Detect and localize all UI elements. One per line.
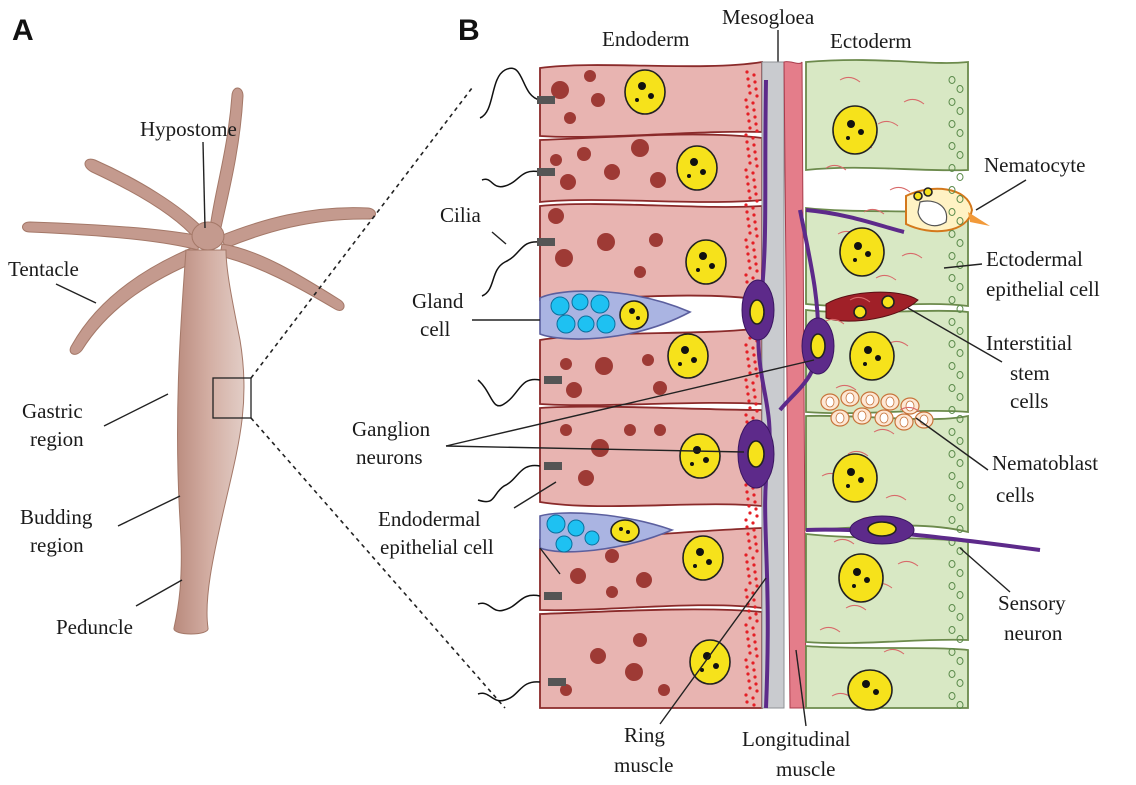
label-cilia: Cilia (440, 203, 482, 227)
label-peduncle: Peduncle (56, 615, 133, 639)
panel-b-label: B (458, 14, 480, 47)
ectoderm-nuclei (832, 105, 895, 711)
label-endo-epi-1: Endodermal (378, 507, 481, 531)
label-nematoblast-2: cells (996, 483, 1034, 507)
cilia (477, 67, 566, 702)
label-ganglion-1: Ganglion (352, 417, 431, 441)
label-budding-2: region (30, 533, 84, 557)
endoderm-nuclei (610, 69, 731, 685)
label-ring-1: Ring (624, 723, 665, 747)
gland-vesicles (546, 293, 616, 553)
label-sensory-2: neuron (1004, 621, 1063, 645)
interstitial-stem-cells (825, 291, 919, 322)
label-endoderm: Endoderm (602, 27, 689, 51)
label-mesogloea: Mesogloea (722, 5, 815, 29)
nematoblast-cluster (820, 389, 934, 431)
nerve-net (737, 79, 1041, 709)
label-ecto-epi-1: Ectodermal (986, 247, 1083, 271)
label-gland-2: cell (420, 317, 450, 341)
label-budding-1: Budding (20, 505, 93, 529)
hydra-body (22, 87, 376, 635)
label-ectoderm: Ectoderm (830, 29, 912, 53)
label-tentacle: Tentacle (8, 257, 79, 281)
zoom-line-bottom (250, 417, 506, 709)
panel-a-label: A (12, 14, 34, 47)
label-longitudinal-1: Longitudinal (742, 727, 851, 751)
label-hypostome: Hypostome (140, 117, 237, 141)
label-gastric-1: Gastric (22, 399, 83, 423)
ectoderm-fibres (819, 76, 964, 709)
inset-box (212, 377, 252, 419)
label-interstitial-1: Interstitial (986, 331, 1072, 355)
label-gland-1: Gland (412, 289, 464, 313)
label-nematocyte: Nematocyte (984, 153, 1085, 177)
label-ring-2: muscle (614, 753, 673, 777)
label-interstitial-2: stem (1010, 361, 1050, 385)
label-longitudinal-2: muscle (776, 757, 835, 781)
endoderm-granules (548, 70, 670, 696)
label-ecto-epi-2: epithelial cell (986, 277, 1100, 301)
label-sensory-1: Sensory (998, 591, 1066, 615)
label-gastric-2: region (30, 427, 84, 451)
label-endo-epi-2: epithelial cell (380, 535, 494, 559)
label-ganglion-2: neurons (356, 445, 423, 469)
label-nematoblast-1: Nematoblast (992, 451, 1098, 475)
label-interstitial-3: cells (1010, 389, 1048, 413)
